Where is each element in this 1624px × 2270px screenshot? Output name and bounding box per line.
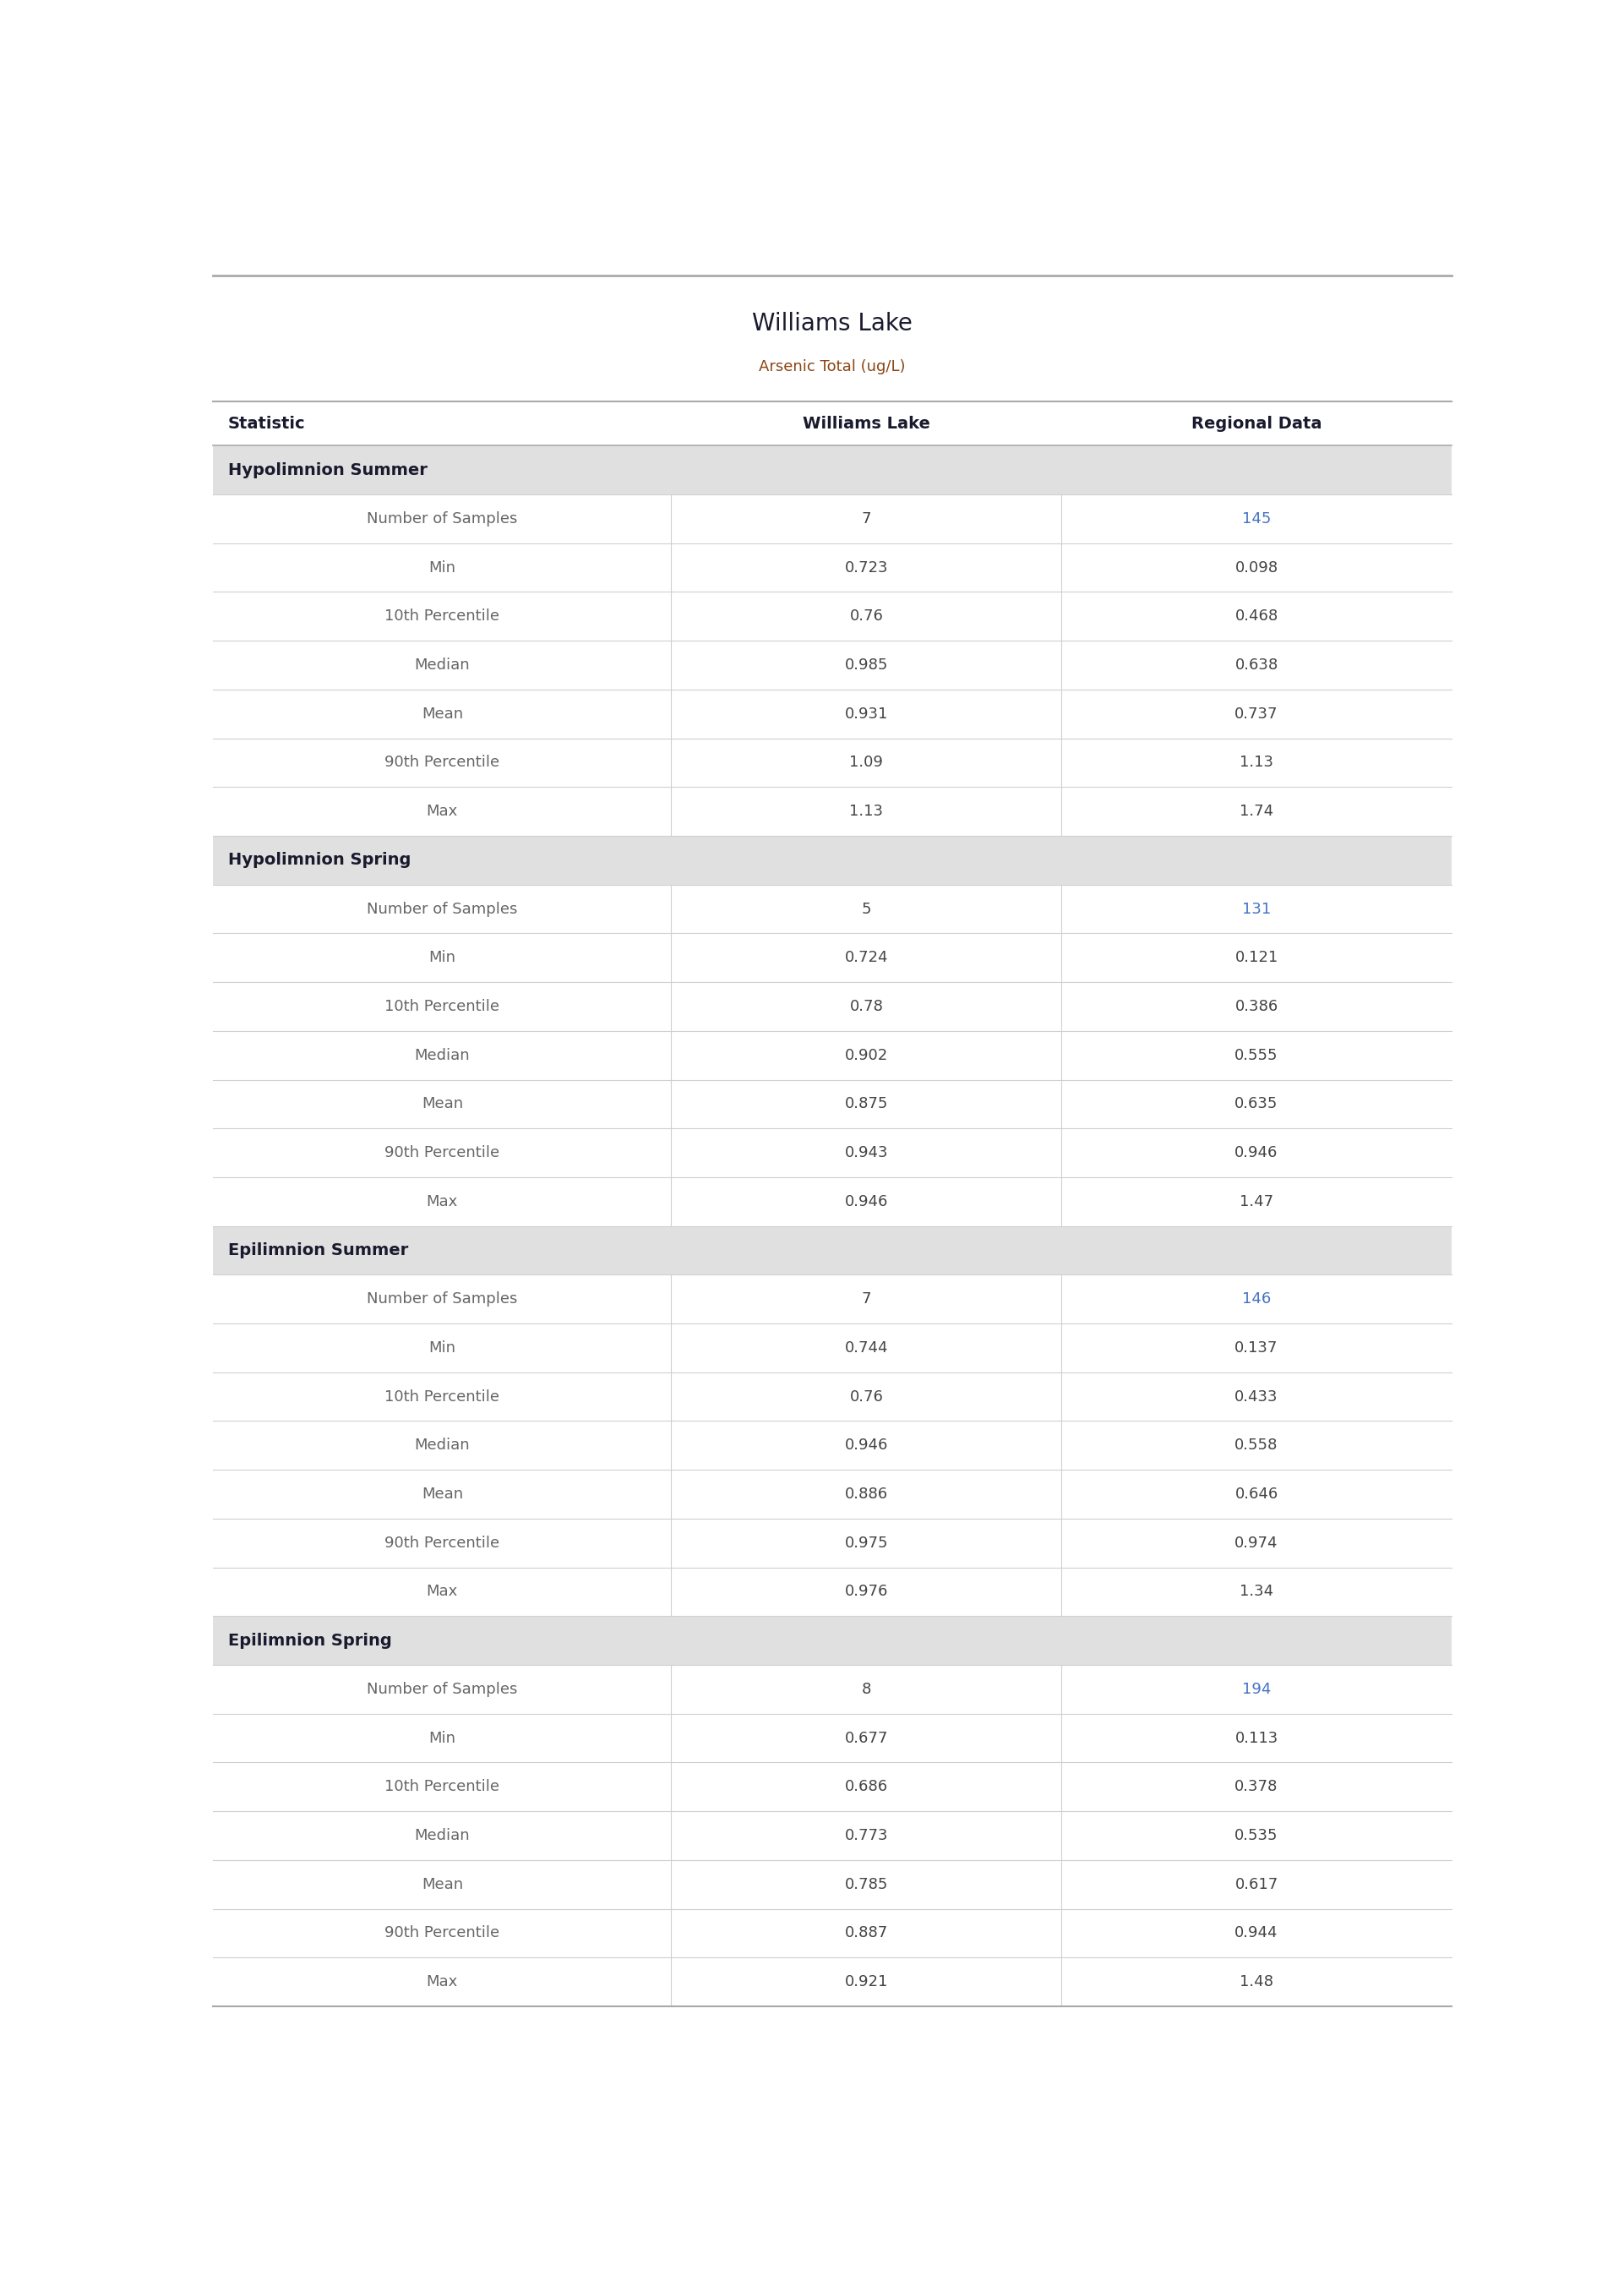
Text: 10th Percentile: 10th Percentile [385, 999, 500, 1015]
Text: 10th Percentile: 10th Percentile [385, 1780, 500, 1796]
Text: 0.433: 0.433 [1234, 1389, 1278, 1405]
Text: 131: 131 [1242, 901, 1272, 917]
Text: Arsenic Total (ug/L): Arsenic Total (ug/L) [758, 359, 906, 375]
Text: Min: Min [429, 561, 456, 574]
Text: Max: Max [427, 1194, 458, 1210]
Text: Hypolimnion Spring: Hypolimnion Spring [227, 851, 411, 867]
Text: Max: Max [427, 1584, 458, 1600]
Text: 1.13: 1.13 [849, 804, 883, 819]
Text: 0.686: 0.686 [844, 1780, 888, 1796]
Text: 0.635: 0.635 [1234, 1096, 1278, 1112]
Text: 0.098: 0.098 [1234, 561, 1278, 574]
Text: 90th Percentile: 90th Percentile [385, 1535, 500, 1550]
Text: 0.723: 0.723 [844, 561, 888, 574]
Text: Min: Min [429, 1339, 456, 1355]
Text: Mean: Mean [422, 1096, 463, 1112]
Text: 145: 145 [1242, 511, 1272, 527]
Text: 0.535: 0.535 [1234, 1827, 1278, 1843]
Text: 0.617: 0.617 [1234, 1877, 1278, 1891]
Text: Statistic: Statistic [227, 415, 305, 431]
Text: Number of Samples: Number of Samples [367, 1292, 518, 1308]
Text: Number of Samples: Number of Samples [367, 901, 518, 917]
Text: Median: Median [414, 1827, 469, 1843]
Text: 0.974: 0.974 [1234, 1535, 1278, 1550]
Bar [213, 1226, 1452, 1276]
Text: Mean: Mean [422, 1877, 463, 1891]
Text: Number of Samples: Number of Samples [367, 511, 518, 527]
Text: Median: Median [414, 658, 469, 672]
Text: Epilimnion Spring: Epilimnion Spring [227, 1632, 391, 1648]
Text: 90th Percentile: 90th Percentile [385, 756, 500, 770]
Text: 5: 5 [861, 901, 870, 917]
Text: 0.875: 0.875 [844, 1096, 888, 1112]
Text: 0.946: 0.946 [844, 1437, 888, 1453]
Text: 0.468: 0.468 [1234, 608, 1278, 624]
Text: Min: Min [429, 1730, 456, 1746]
Text: 0.137: 0.137 [1234, 1339, 1278, 1355]
Text: 10th Percentile: 10th Percentile [385, 1389, 500, 1405]
Text: Median: Median [414, 1049, 469, 1062]
Text: 0.921: 0.921 [844, 1975, 888, 1989]
Text: 90th Percentile: 90th Percentile [385, 1925, 500, 1941]
Text: Number of Samples: Number of Samples [367, 1682, 518, 1698]
Text: 7: 7 [861, 1292, 870, 1308]
Text: 0.677: 0.677 [844, 1730, 888, 1746]
Text: Williams Lake: Williams Lake [802, 415, 931, 431]
Text: Mean: Mean [422, 706, 463, 722]
Text: 0.113: 0.113 [1234, 1730, 1278, 1746]
Text: 0.887: 0.887 [844, 1925, 888, 1941]
Text: 0.785: 0.785 [844, 1877, 888, 1891]
Text: 0.558: 0.558 [1234, 1437, 1278, 1453]
Text: 90th Percentile: 90th Percentile [385, 1144, 500, 1160]
Text: Williams Lake: Williams Lake [752, 311, 913, 336]
Text: 7: 7 [861, 511, 870, 527]
Text: 8: 8 [862, 1682, 870, 1698]
Text: Hypolimnion Summer: Hypolimnion Summer [227, 463, 427, 479]
Text: 0.902: 0.902 [844, 1049, 888, 1062]
Bar [213, 1616, 1452, 1664]
Text: 0.646: 0.646 [1234, 1487, 1278, 1503]
Text: 0.946: 0.946 [1234, 1144, 1278, 1160]
Text: 0.944: 0.944 [1234, 1925, 1278, 1941]
Text: 0.737: 0.737 [1234, 706, 1278, 722]
Text: 1.09: 1.09 [849, 756, 883, 770]
Text: 1.74: 1.74 [1239, 804, 1273, 819]
Text: Max: Max [427, 804, 458, 819]
Text: Max: Max [427, 1975, 458, 1989]
Text: 1.13: 1.13 [1239, 756, 1273, 770]
Text: Median: Median [414, 1437, 469, 1453]
Text: 194: 194 [1242, 1682, 1272, 1698]
Text: 0.886: 0.886 [844, 1487, 888, 1503]
Text: 0.773: 0.773 [844, 1827, 888, 1843]
Text: Regional Data: Regional Data [1190, 415, 1322, 431]
Text: 0.946: 0.946 [844, 1194, 888, 1210]
Text: 0.555: 0.555 [1234, 1049, 1278, 1062]
Text: 0.638: 0.638 [1234, 658, 1278, 672]
Text: Min: Min [429, 951, 456, 965]
Text: 0.744: 0.744 [844, 1339, 888, 1355]
Text: 10th Percentile: 10th Percentile [385, 608, 500, 624]
Text: 1.47: 1.47 [1239, 1194, 1273, 1210]
Bar [213, 445, 1452, 495]
Text: 1.48: 1.48 [1239, 1975, 1273, 1989]
Text: 0.78: 0.78 [849, 999, 883, 1015]
Text: 0.121: 0.121 [1234, 951, 1278, 965]
Text: 0.76: 0.76 [849, 1389, 883, 1405]
Text: 0.985: 0.985 [844, 658, 888, 672]
Text: 0.724: 0.724 [844, 951, 888, 965]
Text: Mean: Mean [422, 1487, 463, 1503]
Text: 0.975: 0.975 [844, 1535, 888, 1550]
Text: Epilimnion Summer: Epilimnion Summer [227, 1242, 408, 1258]
Text: 146: 146 [1242, 1292, 1272, 1308]
Text: 0.378: 0.378 [1234, 1780, 1278, 1796]
Text: 0.386: 0.386 [1234, 999, 1278, 1015]
Text: 0.931: 0.931 [844, 706, 888, 722]
Text: 0.943: 0.943 [844, 1144, 888, 1160]
Bar [213, 835, 1452, 885]
Text: 0.976: 0.976 [844, 1584, 888, 1600]
Text: 0.76: 0.76 [849, 608, 883, 624]
Text: 1.34: 1.34 [1239, 1584, 1273, 1600]
